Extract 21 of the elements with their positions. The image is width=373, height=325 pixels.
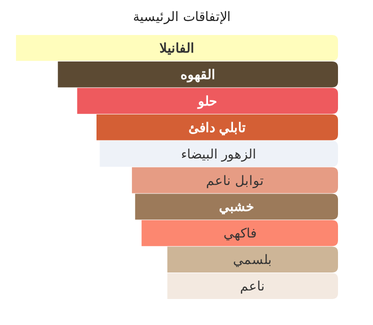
y-tick-label: حلو bbox=[197, 93, 218, 110]
chart-title: الإتفاقات الرئيسية bbox=[133, 9, 231, 25]
y-tick-label: ناعم bbox=[240, 278, 266, 295]
y-tick-label: الزهور البيضاء bbox=[181, 146, 257, 162]
bar bbox=[132, 167, 338, 194]
y-tick-label: توابل ناعم bbox=[206, 172, 264, 189]
y-tick-label: القهوه bbox=[180, 66, 216, 83]
bar bbox=[142, 220, 338, 246]
bar bbox=[58, 61, 338, 88]
bar bbox=[16, 35, 338, 61]
y-tick-label: الفانيلا bbox=[160, 40, 194, 56]
bar bbox=[167, 273, 338, 299]
bar bbox=[167, 246, 338, 273]
y-tick-label: خشبي bbox=[219, 199, 254, 216]
bar bbox=[96, 114, 338, 140]
y-tick-label: بلسمي bbox=[233, 252, 272, 268]
bar bbox=[77, 88, 338, 114]
y-tick-label: تابلي دافئ bbox=[188, 120, 246, 136]
bar bbox=[100, 140, 338, 167]
y-tick-label: فاكهي bbox=[223, 226, 256, 242]
bar bbox=[135, 194, 338, 220]
